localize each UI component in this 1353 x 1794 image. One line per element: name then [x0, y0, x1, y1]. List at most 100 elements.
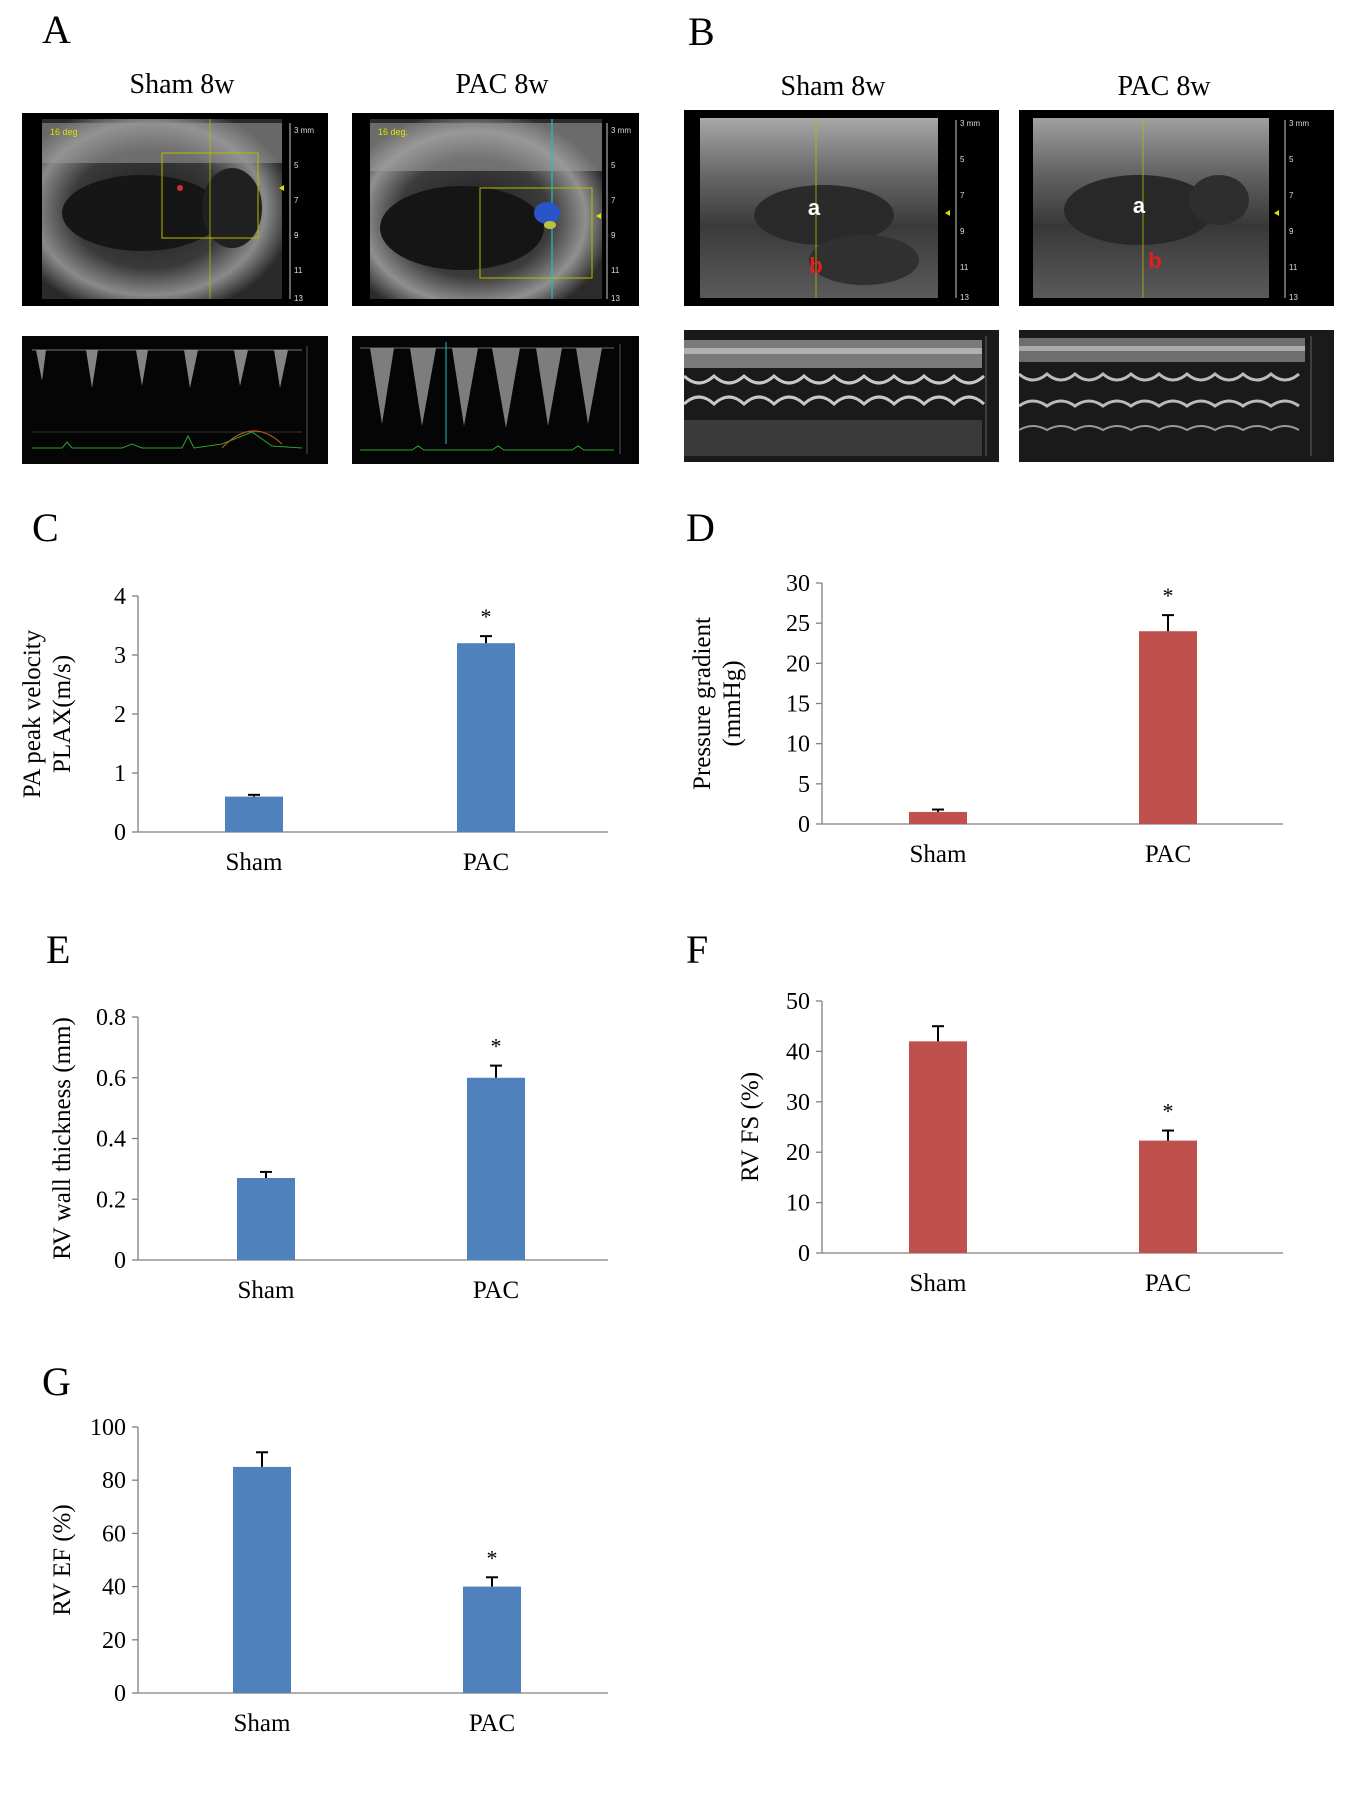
panel-letter-a: A: [42, 7, 71, 52]
y-tick-label: 40: [786, 1039, 810, 1065]
scale-label: 13: [294, 294, 303, 303]
scale-label: 3 mm: [960, 119, 980, 128]
label-b: b: [1148, 248, 1161, 273]
y-tick-label: 15: [786, 692, 810, 718]
panel-letter-g: G: [42, 1359, 71, 1404]
y-axis-label: PA peak velocity: [19, 629, 46, 798]
x-tick-label: PAC: [1145, 841, 1191, 868]
x-tick-label: PAC: [463, 849, 509, 876]
y-tick-label: 10: [786, 1191, 810, 1217]
pac-doppler-overlay-text: 16 deg.: [378, 127, 408, 137]
scale-label: 5: [611, 161, 616, 170]
x-tick-label: Sham: [234, 1710, 292, 1737]
label-b: b: [809, 253, 822, 278]
scale-label: 7: [294, 196, 299, 205]
panel-b-title-sham: Sham 8w: [780, 71, 886, 102]
bar-sham: [909, 1041, 967, 1253]
y-tick-label: 30: [786, 1090, 810, 1116]
panel-letter-e: E: [46, 927, 71, 972]
bar-pac: [1139, 1140, 1197, 1253]
y-tick-label: 1: [114, 761, 126, 787]
y-axis-label: (mmHg): [719, 660, 746, 746]
scale-label: 11: [1289, 263, 1298, 272]
x-tick-label: PAC: [473, 1277, 519, 1304]
bar-sham: [225, 796, 283, 832]
x-tick-label: Sham: [910, 841, 968, 868]
y-tick-label: 20: [102, 1628, 126, 1654]
chart-g: 0 20 40 60 80 100 RV EF (%) Sham PAC *: [49, 1415, 608, 1737]
y-tick-label: 100: [90, 1415, 126, 1441]
sham-b-mode-image: a b 3 mm 5 7 9 11 13: [684, 110, 999, 306]
y-tick-label: 0: [114, 1681, 126, 1707]
y-axis-label: PLAX(m/s): [49, 655, 76, 773]
bar-pac: [467, 1077, 525, 1260]
scale-label: 7: [611, 196, 616, 205]
x-tick-label: PAC: [469, 1710, 515, 1737]
scale-label: 13: [611, 294, 620, 303]
y-tick-label: 50: [786, 989, 810, 1015]
y-axis-label: Pressure gradient: [689, 617, 716, 790]
y-tick-label: 0.4: [96, 1127, 126, 1153]
scale-label: 11: [294, 266, 303, 275]
y-tick-label: 40: [102, 1575, 126, 1601]
significance-mark: *: [1163, 1099, 1174, 1124]
y-tick-label: 80: [102, 1468, 126, 1494]
label-a: a: [808, 195, 821, 220]
chart-c: 0 1 2 3 4 PA peak velocity PLAX(m/s) Sham PAC *: [19, 584, 608, 876]
y-tick-label: 3: [114, 643, 126, 669]
y-tick-label: 0: [798, 812, 810, 838]
pac-pw-doppler-image: [352, 336, 639, 464]
scale-label: 11: [611, 266, 620, 275]
sham-2d-echo-image: 16 deg 3 mm 5 7 9 11 13: [22, 113, 328, 306]
x-tick-label: PAC: [1145, 1270, 1191, 1297]
sham-m-mode-image: [684, 330, 999, 462]
pac-m-mode-image: [1019, 330, 1334, 462]
panel-letter-c: C: [32, 505, 59, 550]
panel-a-title-sham: Sham 8w: [129, 69, 235, 100]
y-tick-label: 0: [114, 820, 126, 846]
y-tick-label: 0.6: [96, 1066, 126, 1092]
panel-letter-f: F: [686, 927, 709, 972]
significance-mark: *: [491, 1034, 502, 1059]
bar-sham: [909, 811, 967, 824]
panel-b-title-pac: PAC 8w: [1117, 71, 1211, 102]
scale-label: 5: [960, 155, 965, 164]
scale-label: 5: [294, 161, 299, 170]
scale-label: 9: [611, 231, 616, 240]
y-tick-label: 0: [798, 1241, 810, 1267]
x-tick-label: Sham: [910, 1270, 968, 1297]
y-tick-label: 30: [786, 571, 810, 597]
bar-pac: [463, 1586, 521, 1693]
scale-label: 9: [960, 227, 965, 236]
significance-mark: *: [481, 604, 492, 629]
label-a: a: [1133, 193, 1146, 218]
significance-mark: *: [487, 1545, 498, 1570]
panel-letter-d: D: [686, 505, 715, 550]
scale-label: 9: [294, 231, 299, 240]
scale-label: 9: [1289, 227, 1294, 236]
y-axis-label: RV EF (%): [49, 1504, 76, 1615]
bar-pac: [457, 643, 515, 832]
panel-letter-b: B: [688, 9, 715, 54]
scale-label: 7: [960, 191, 965, 200]
pac-color-doppler-image: 16 deg. 3 mm 5 7 9 11 13: [352, 113, 639, 306]
scale-label: 13: [1289, 293, 1298, 302]
scale-label: 5: [1289, 155, 1294, 164]
sham-2d-overlay-text: 16 deg: [50, 127, 78, 137]
y-tick-label: 10: [786, 732, 810, 758]
y-tick-label: 0.2: [96, 1187, 126, 1213]
y-tick-label: 20: [786, 1140, 810, 1166]
chart-d: 0 5 10 15 20 25 30 Pressure gradient (mmHg) Sham P…: [689, 571, 1283, 868]
scale-label: 11: [960, 263, 969, 272]
scale-label: 3 mm: [294, 126, 314, 135]
scale-label: 13: [960, 293, 969, 302]
scale-label: 3 mm: [1289, 119, 1309, 128]
y-axis-label: RV wall thickness (mm): [49, 1017, 76, 1260]
x-tick-label: Sham: [238, 1277, 296, 1304]
significance-mark: *: [1163, 583, 1174, 608]
y-tick-label: 4: [114, 584, 126, 610]
chart-f: 0 10 20 30 40 50 RV FS (%) Sham PAC *: [737, 989, 1283, 1297]
y-tick-label: 60: [102, 1521, 126, 1547]
y-tick-label: 25: [786, 611, 810, 637]
